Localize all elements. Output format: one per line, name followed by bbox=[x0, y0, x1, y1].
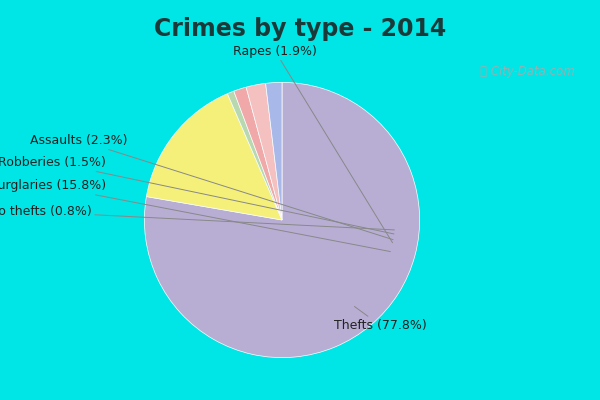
Wedge shape bbox=[266, 82, 282, 220]
Wedge shape bbox=[145, 82, 419, 358]
Wedge shape bbox=[234, 87, 282, 220]
Text: Assaults (2.3%): Assaults (2.3%) bbox=[31, 134, 393, 240]
Text: ⓘ City-Data.com: ⓘ City-Data.com bbox=[479, 65, 574, 78]
Text: Robberies (1.5%): Robberies (1.5%) bbox=[0, 156, 394, 234]
Text: Burglaries (15.8%): Burglaries (15.8%) bbox=[0, 179, 391, 252]
Text: Rapes (1.9%): Rapes (1.9%) bbox=[233, 45, 392, 243]
Text: Auto thefts (0.8%): Auto thefts (0.8%) bbox=[0, 205, 394, 230]
Wedge shape bbox=[227, 91, 282, 220]
Text: Thefts (77.8%): Thefts (77.8%) bbox=[334, 306, 427, 332]
Text: Crimes by type - 2014: Crimes by type - 2014 bbox=[154, 17, 446, 41]
Wedge shape bbox=[146, 94, 282, 220]
Wedge shape bbox=[246, 83, 282, 220]
